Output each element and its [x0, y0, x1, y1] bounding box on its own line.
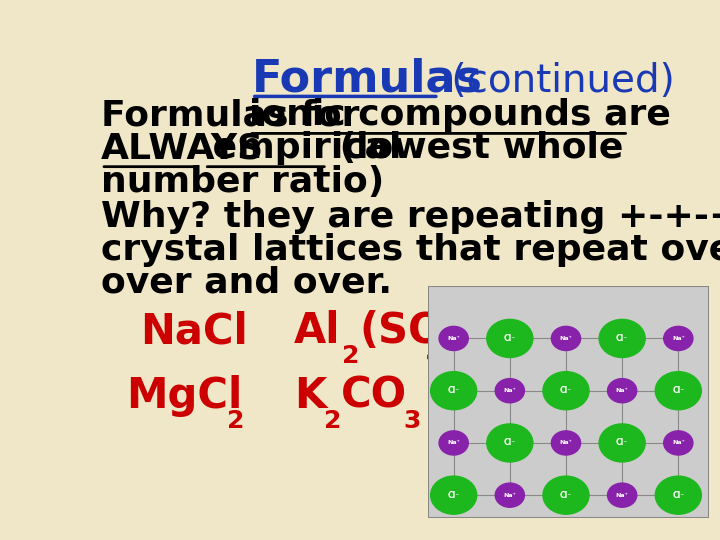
Text: Na⁺: Na⁺: [559, 336, 572, 341]
Circle shape: [552, 431, 580, 455]
Circle shape: [552, 326, 580, 350]
Circle shape: [431, 372, 477, 410]
Text: K: K: [294, 375, 326, 417]
Circle shape: [664, 431, 693, 455]
Text: Formulas: Formulas: [252, 58, 483, 101]
Text: NaCl: NaCl: [140, 310, 248, 353]
Text: (lowest whole: (lowest whole: [327, 131, 624, 165]
Circle shape: [495, 379, 524, 403]
Text: Na⁺: Na⁺: [672, 336, 685, 341]
Text: ALWAYS: ALWAYS: [101, 131, 264, 165]
Text: Cl⁻: Cl⁻: [504, 334, 516, 343]
Text: Cl⁻: Cl⁻: [560, 491, 572, 500]
Text: Cl⁻: Cl⁻: [504, 438, 516, 448]
Text: ): ): [441, 310, 461, 353]
Text: 2: 2: [227, 409, 244, 433]
Text: Cl⁻: Cl⁻: [448, 386, 460, 395]
Text: MgCl: MgCl: [126, 375, 243, 417]
Text: Na⁺: Na⁺: [616, 492, 629, 498]
Text: CO: CO: [341, 375, 408, 417]
Circle shape: [495, 483, 524, 507]
Text: Cl⁻: Cl⁻: [616, 438, 629, 448]
Circle shape: [599, 424, 645, 462]
Text: Cl⁻: Cl⁻: [672, 491, 685, 500]
Text: Na⁺: Na⁺: [447, 441, 460, 446]
Text: number ratio): number ratio): [101, 165, 384, 199]
Text: (continued): (continued): [438, 62, 675, 100]
Circle shape: [543, 372, 589, 410]
Text: ionic compounds are: ionic compounds are: [249, 98, 671, 132]
Text: Na⁺: Na⁺: [447, 336, 460, 341]
Text: Na⁺: Na⁺: [616, 388, 629, 393]
Text: Cl⁻: Cl⁻: [672, 386, 685, 395]
Text: Cl⁻: Cl⁻: [616, 334, 629, 343]
Text: 3: 3: [404, 409, 421, 433]
Text: empirical: empirical: [200, 131, 402, 165]
Text: Na⁺: Na⁺: [503, 388, 516, 393]
Circle shape: [608, 483, 636, 507]
Circle shape: [599, 319, 645, 357]
Text: (SO: (SO: [359, 310, 444, 353]
Text: 2: 2: [342, 345, 359, 368]
Text: Formulas for: Formulas for: [101, 98, 372, 132]
Circle shape: [487, 319, 533, 357]
Circle shape: [664, 326, 693, 350]
Text: crystal lattices that repeat over and: crystal lattices that repeat over and: [101, 233, 720, 267]
Text: 3: 3: [459, 345, 477, 368]
Text: Na⁺: Na⁺: [503, 492, 516, 498]
Text: 2: 2: [324, 409, 342, 433]
Circle shape: [431, 476, 477, 514]
Text: over and over.: over and over.: [101, 266, 392, 300]
Circle shape: [487, 424, 533, 462]
Circle shape: [439, 431, 468, 455]
Text: Cl⁻: Cl⁻: [448, 491, 460, 500]
Circle shape: [608, 379, 636, 403]
Circle shape: [655, 476, 701, 514]
Text: Al: Al: [294, 310, 340, 353]
Circle shape: [439, 326, 468, 350]
Text: Na⁺: Na⁺: [672, 441, 685, 446]
Circle shape: [543, 476, 589, 514]
Text: Na⁺: Na⁺: [559, 441, 572, 446]
Circle shape: [655, 372, 701, 410]
Text: 4: 4: [426, 345, 444, 368]
FancyBboxPatch shape: [428, 286, 709, 518]
Text: Why? they are repeating +-+-+-: Why? they are repeating +-+-+-: [101, 200, 720, 234]
Text: Cl⁻: Cl⁻: [560, 386, 572, 395]
